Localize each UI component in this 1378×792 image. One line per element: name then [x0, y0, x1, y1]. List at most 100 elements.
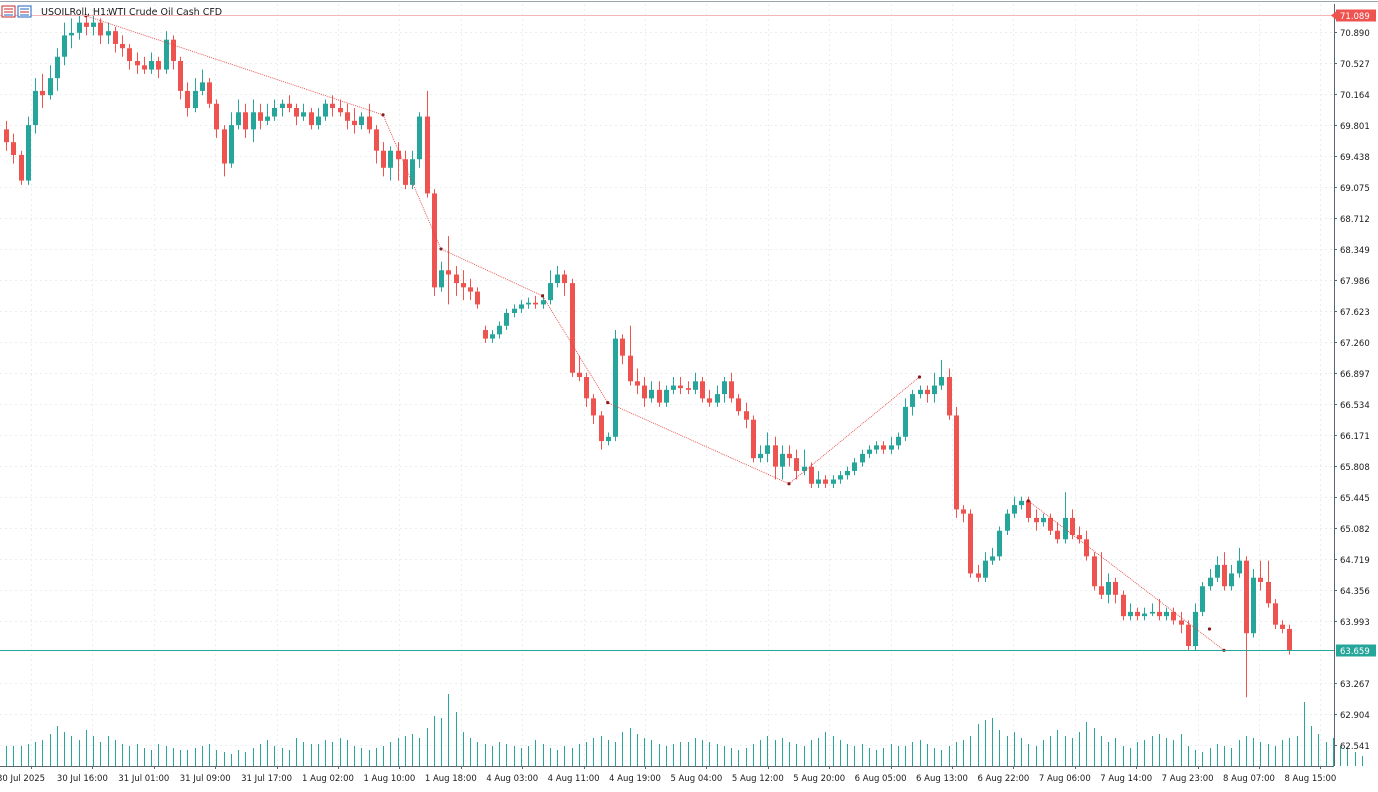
candle[interactable]: [410, 150, 415, 190]
candle[interactable]: [570, 278, 575, 378]
candle[interactable]: [758, 445, 763, 463]
candle[interactable]: [693, 372, 698, 395]
candle[interactable]: [1142, 607, 1147, 621]
candle[interactable]: [468, 278, 473, 301]
candle[interactable]: [504, 308, 509, 331]
candle[interactable]: [1229, 564, 1234, 591]
candle[interactable]: [700, 377, 705, 403]
candle[interactable]: [1121, 590, 1126, 621]
candle[interactable]: [707, 389, 712, 407]
candle[interactable]: [845, 466, 850, 480]
candle[interactable]: [1266, 560, 1271, 608]
candle[interactable]: [976, 564, 981, 582]
candle[interactable]: [671, 377, 676, 395]
candle[interactable]: [352, 108, 357, 134]
candle[interactable]: [26, 116, 31, 185]
candle[interactable]: [555, 265, 560, 288]
candle[interactable]: [367, 103, 372, 134]
candle[interactable]: [939, 359, 944, 390]
candle[interactable]: [40, 73, 45, 109]
candle[interactable]: [359, 112, 364, 130]
candle[interactable]: [1063, 492, 1068, 544]
trendline-up[interactable]: [788, 376, 920, 485]
candle[interactable]: [1034, 509, 1039, 531]
candle[interactable]: [1157, 599, 1162, 621]
candle[interactable]: [635, 368, 640, 395]
candle[interactable]: [1273, 599, 1278, 629]
candle[interactable]: [207, 78, 212, 109]
candle[interactable]: [628, 325, 633, 386]
candle[interactable]: [91, 15, 96, 36]
candle[interactable]: [69, 18, 74, 49]
candle[interactable]: [1099, 552, 1104, 600]
candle[interactable]: [997, 526, 1002, 561]
candle[interactable]: [483, 325, 488, 343]
candle[interactable]: [454, 265, 459, 296]
candle[interactable]: [823, 475, 828, 489]
candle[interactable]: [156, 56, 161, 79]
trendlines[interactable]: [0, 14, 1334, 652]
candle[interactable]: [852, 458, 857, 476]
candle[interactable]: [330, 95, 335, 117]
candle[interactable]: [4, 120, 9, 151]
candle[interactable]: [562, 270, 567, 296]
candle[interactable]: [113, 26, 118, 53]
candle[interactable]: [381, 142, 386, 177]
candle[interactable]: [889, 436, 894, 454]
candle[interactable]: [620, 334, 625, 365]
candle[interactable]: [773, 436, 778, 480]
candle[interactable]: [149, 52, 154, 74]
candle[interactable]: [243, 103, 248, 138]
candle[interactable]: [77, 14, 82, 40]
candle[interactable]: [475, 287, 480, 309]
candle[interactable]: [251, 99, 256, 143]
candle[interactable]: [860, 449, 865, 467]
candle[interactable]: [135, 52, 140, 74]
candle[interactable]: [519, 300, 524, 313]
trendline-anchor[interactable]: [439, 247, 443, 251]
candle[interactable]: [1041, 513, 1046, 527]
candle[interactable]: [396, 142, 401, 181]
candle[interactable]: [316, 108, 321, 130]
candle[interactable]: [736, 394, 741, 416]
candle[interactable]: [425, 90, 430, 198]
candle[interactable]: [171, 35, 176, 70]
candle[interactable]: [1150, 603, 1155, 617]
candle[interactable]: [606, 432, 611, 446]
trendline-anchor[interactable]: [1207, 627, 1212, 631]
candle[interactable]: [1258, 560, 1263, 591]
candle[interactable]: [867, 445, 872, 459]
candle[interactable]: [1135, 607, 1140, 621]
candle[interactable]: [193, 78, 198, 113]
candle[interactable]: [309, 108, 314, 130]
candle[interactable]: [1287, 624, 1292, 655]
candle[interactable]: [1077, 526, 1082, 544]
trendline-anchor[interactable]: [917, 375, 922, 379]
candle[interactable]: [954, 406, 959, 518]
candle[interactable]: [142, 56, 147, 74]
candle[interactable]: [715, 385, 720, 407]
candle[interactable]: [1237, 547, 1242, 578]
candle[interactable]: [961, 505, 966, 523]
candle[interactable]: [417, 112, 422, 168]
candle[interactable]: [686, 381, 691, 395]
candle[interactable]: [1208, 569, 1213, 591]
candle[interactable]: [272, 99, 277, 121]
candle[interactable]: [1171, 607, 1176, 625]
candle[interactable]: [461, 270, 466, 301]
candle[interactable]: [584, 372, 589, 407]
candle[interactable]: [84, 15, 89, 36]
candle[interactable]: [48, 65, 53, 100]
candle[interactable]: [678, 377, 683, 395]
candle[interactable]: [1128, 603, 1133, 621]
candle[interactable]: [881, 441, 886, 454]
candle[interactable]: [599, 411, 604, 450]
candle[interactable]: [932, 372, 937, 403]
candle[interactable]: [1113, 577, 1118, 604]
candle[interactable]: [200, 69, 205, 96]
candle[interactable]: [983, 552, 988, 582]
candle[interactable]: [294, 103, 299, 126]
candle[interactable]: [1084, 530, 1089, 561]
